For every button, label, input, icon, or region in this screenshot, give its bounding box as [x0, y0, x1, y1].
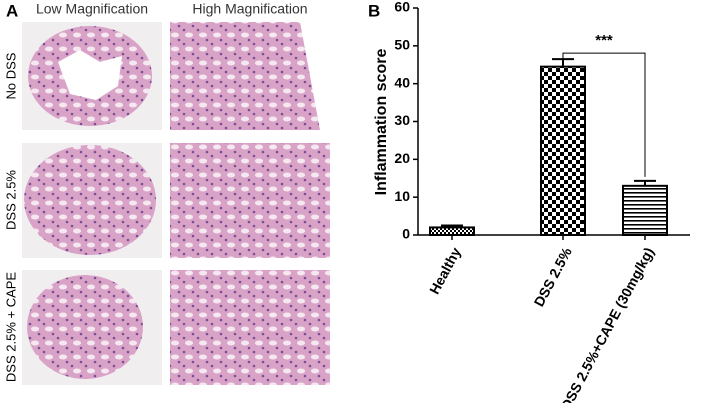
y-tick-label: 10 — [394, 188, 410, 204]
row-label: No DSS — [3, 52, 18, 99]
row-label: DSS 2.5% — [3, 170, 18, 230]
y-axis-title: Inflammation score — [373, 49, 390, 196]
y-tick-label: 20 — [394, 150, 410, 166]
x-tick-label: DSS 2.5%+CAPE (30mg/kg) — [558, 245, 657, 403]
y-tick-label: 0 — [402, 226, 410, 242]
bar — [429, 226, 475, 237]
y-tick-label: 30 — [394, 112, 410, 128]
column-header: High Magnification — [192, 1, 307, 17]
row-label: DSS 2.5% + CAPE — [3, 272, 18, 383]
histology-images — [22, 22, 330, 385]
x-tick-label: Healthy — [426, 244, 464, 296]
panel-label: A — [6, 1, 18, 20]
y-tick-label: 40 — [394, 74, 410, 90]
bar — [540, 65, 586, 237]
x-tick-label: DSS 2.5% — [530, 244, 575, 309]
y-tick-label: 50 — [394, 37, 410, 53]
significance-bracket — [562, 52, 646, 177]
panel-label: B — [368, 1, 380, 20]
annotation: *** — [595, 32, 613, 49]
bar — [622, 184, 668, 236]
y-tick-label: 60 — [394, 0, 410, 15]
column-header: Low Magnification — [36, 1, 148, 17]
